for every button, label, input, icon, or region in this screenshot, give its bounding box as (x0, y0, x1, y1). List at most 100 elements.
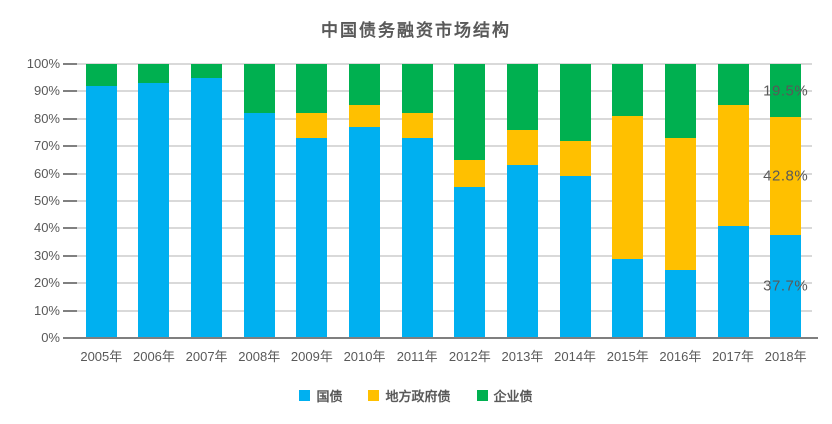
y-tick-label: 60% (33, 165, 60, 181)
y-tick-label: 10% (33, 302, 60, 318)
legend-item-treasury-bonds: 国债 (299, 386, 342, 405)
y-tick-label: 30% (33, 247, 60, 263)
bar-segment-treasury-bonds (349, 127, 381, 338)
gridline-10 (75, 309, 812, 312)
legend-swatch-icon (476, 390, 488, 401)
bar-segment-corporate-bonds (243, 64, 275, 114)
y-tick-mark (63, 63, 77, 65)
stacked-bar-2018年 (770, 64, 802, 338)
y-tick-mark (63, 282, 77, 285)
y-tick-label: 20% (33, 275, 60, 291)
x-tick-label: 2013年 (501, 349, 544, 364)
gridline-60 (75, 172, 812, 175)
x-tick-label: 2012年 (448, 349, 491, 364)
data-label-treasury-bonds: 37.7% (763, 277, 809, 295)
gridline-20 (75, 282, 812, 285)
x-tick-label: 2018年 (764, 349, 807, 364)
x-tick-label: 2005年 (80, 349, 123, 364)
bar-segment-corporate-bonds (191, 64, 223, 78)
stacked-bar-2007年 (191, 64, 223, 338)
chart-title: 中国债务融资市场结构 (321, 21, 511, 40)
bar-segment-treasury-bonds (664, 269, 696, 338)
stacked-bar-2005年 (85, 64, 117, 338)
bar-segment-local-government-bonds (770, 117, 802, 235)
bar-segment-corporate-bonds (454, 64, 486, 160)
gridline-80 (75, 117, 812, 120)
x-tick-label: 2010年 (343, 349, 386, 364)
x-tick-label: 2009年 (290, 349, 333, 364)
data-label-local-government-bonds: 42.8% (763, 167, 809, 185)
gridline-30 (75, 254, 812, 257)
data-label-corporate-bonds: 19.5% (763, 82, 809, 100)
bar-segment-local-government-bonds (296, 113, 328, 138)
bar-segment-corporate-bonds (612, 64, 644, 117)
legend: 国债 地方政府债 企业债 (0, 386, 832, 405)
y-tick-label: 40% (33, 220, 60, 236)
bar-segment-local-government-bonds (506, 129, 538, 166)
stacked-bar-2013年 (506, 64, 538, 338)
bar-segment-local-government-bonds (559, 140, 591, 177)
bar-segment-corporate-bonds (349, 64, 381, 106)
bar-segment-treasury-bonds (454, 187, 486, 338)
y-tick-mark (63, 254, 77, 257)
y-tick-label: 80% (33, 110, 60, 126)
bar-segment-treasury-bonds (770, 234, 802, 338)
x-tick-label: 2011年 (396, 349, 438, 364)
bar-segment-local-government-bonds (349, 105, 381, 128)
x-tick-label: 2017年 (712, 349, 754, 364)
x-axis-line (72, 337, 818, 339)
x-tick-label: 2008年 (238, 349, 281, 364)
x-tick-label: 2007年 (185, 349, 228, 364)
y-tick-mark (63, 145, 77, 148)
legend-label: 企业债 (493, 389, 533, 404)
y-tick-mark (63, 227, 77, 230)
bar-segment-treasury-bonds (191, 77, 223, 338)
y-tick-mark (63, 90, 77, 93)
bar-segment-treasury-bonds (612, 258, 644, 338)
legend-item-local-government-bonds: 地方政府债 (368, 386, 451, 405)
x-tick-label: 2006年 (132, 349, 175, 364)
stacked-bar-2011年 (401, 64, 433, 338)
plot-area: 0% 10% 20% 30% 40% 50% 60% 70% 80% 90% 100% 2005年 2… (27, 56, 818, 364)
y-tick-mark (63, 117, 77, 120)
bar-segment-local-government-bonds (454, 159, 486, 188)
legend-swatch-icon (299, 390, 311, 401)
bar-segment-corporate-bonds (85, 64, 117, 86)
stacked-bar-2010年 (349, 64, 381, 338)
stacked-bar-2017年 (717, 64, 749, 338)
y-tick-label: 50% (33, 193, 60, 208)
bar-segment-treasury-bonds (243, 113, 275, 338)
x-tick-label: 2016年 (659, 349, 702, 364)
y-tick-label: 70% (33, 138, 60, 154)
y-tick-label: 90% (33, 83, 60, 99)
bar-segment-local-government-bonds (401, 113, 433, 138)
gridline-90 (75, 90, 812, 93)
gridline-100 (75, 63, 812, 65)
y-tick-mark (63, 200, 77, 202)
bar-segment-local-government-bonds (717, 105, 749, 226)
bar-segment-corporate-bonds (401, 64, 433, 114)
gridline-50 (75, 200, 812, 202)
bar-segment-treasury-bonds (85, 85, 117, 338)
y-tick-mark (63, 309, 77, 312)
bar-segment-corporate-bonds (138, 64, 170, 84)
bar-segment-treasury-bonds (138, 83, 170, 338)
legend-swatch-icon (368, 390, 380, 401)
y-tick-label: 0% (41, 330, 60, 345)
bar-segment-treasury-bonds (559, 176, 591, 338)
y-tick-mark (63, 172, 77, 175)
stacked-bar-2016年 (664, 64, 696, 338)
y-tick-label: 100% (26, 56, 60, 71)
legend-item-corporate-bonds: 企业债 (476, 386, 533, 405)
bar-segment-corporate-bonds (664, 64, 696, 138)
bar-segment-corporate-bonds (770, 64, 802, 118)
gridline-70 (75, 145, 812, 148)
y-tick-mark (63, 337, 77, 339)
gridline-40 (75, 227, 812, 230)
bar-segment-treasury-bonds (296, 137, 328, 338)
bar-segment-treasury-bonds (717, 225, 749, 338)
stacked-bar-2014年 (559, 64, 591, 338)
stacked-bar-2009年 (296, 64, 328, 338)
bar-segment-corporate-bonds (717, 64, 749, 106)
